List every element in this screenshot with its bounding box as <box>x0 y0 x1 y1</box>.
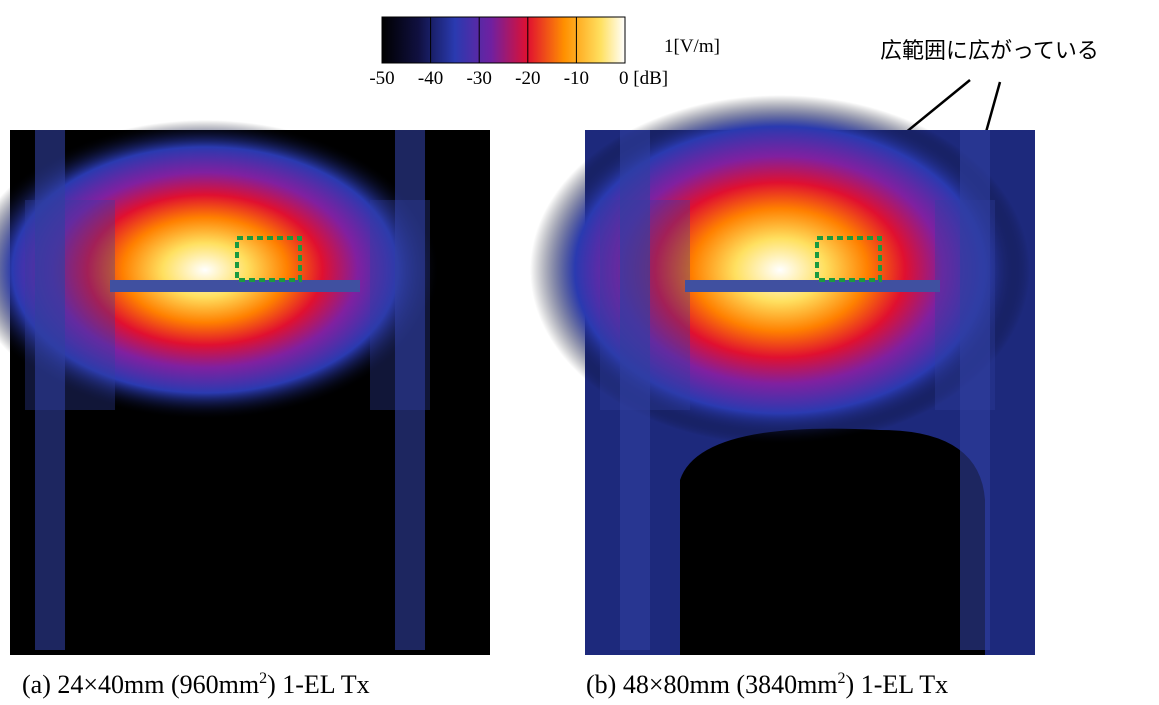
caption-tail: ) 1-EL Tx <box>267 670 370 699</box>
colorbar-tick-label: -20 <box>515 68 540 89</box>
caption-tail: ) 1-EL Tx <box>846 670 949 699</box>
colorbar-tick-label: 0 [dB] <box>619 68 668 89</box>
colorbar <box>382 17 625 63</box>
panel-caption: (b) 48×80mm (3840mm2) 1-EL Tx <box>586 670 948 699</box>
panel-a-image <box>0 120 490 655</box>
annotation: 広範囲に広がっている <box>880 39 1099 64</box>
colorbar-unit: 1[V/m] <box>664 36 720 57</box>
panel-caption: (a) 24×40mm (960mm2) 1-EL Tx <box>22 670 370 699</box>
caption-sup: 2 <box>259 670 267 687</box>
caption-sup: 2 <box>838 670 846 687</box>
panel-b-image <box>530 95 1035 655</box>
figure: -50-40-30-20-100 [dB] 1[V/m] 広範囲に広がっている … <box>0 0 1159 705</box>
caption-text: (b) 48×80mm (3840mm <box>586 670 838 699</box>
colorbar-tick-label: -10 <box>564 68 589 89</box>
colorbar-tick-label: -40 <box>418 68 443 89</box>
caption-text: (a) 24×40mm (960mm <box>22 670 259 699</box>
colorbar-tick-label: -50 <box>369 68 394 89</box>
colorbar-tick-label: -30 <box>467 68 492 89</box>
